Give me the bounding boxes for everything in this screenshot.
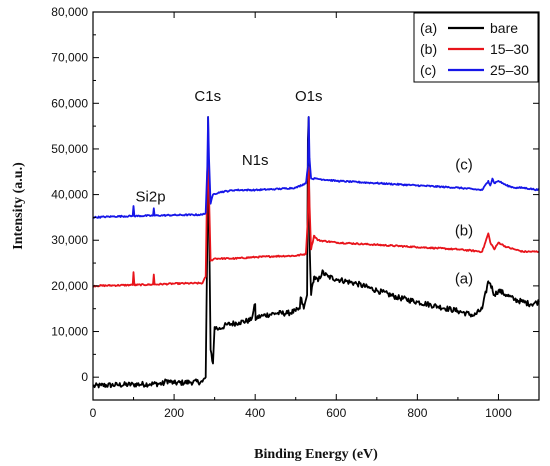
legend-label: bare bbox=[490, 20, 518, 36]
y-tick-label: 60,000 bbox=[51, 96, 88, 110]
legend-label: 25–30 bbox=[490, 62, 529, 78]
legend: (a) bare (b) 15–30 (c) 25–30 bbox=[413, 12, 539, 83]
annotation-layer: Si2p C1s N1s O1s (c) (b) (a) bbox=[136, 88, 474, 288]
tick-layer: 0 200 400 600 800 1000 0 10,000 20,000 30,000 40,0… bbox=[51, 5, 539, 420]
annotation-n1s: N1s bbox=[242, 152, 269, 169]
annotation-c: (c) bbox=[455, 156, 473, 173]
x-tick-label: 800 bbox=[407, 406, 427, 420]
legend-key: (a) bbox=[420, 20, 437, 36]
legend-key: (c) bbox=[420, 62, 436, 78]
x-tick-label: 600 bbox=[326, 406, 346, 420]
annotation-o1s: O1s bbox=[295, 88, 323, 105]
annotation-b: (b) bbox=[455, 223, 473, 240]
y-tick-label: 80,000 bbox=[51, 5, 88, 19]
y-axis-title: Intensity (a.u.) bbox=[11, 162, 26, 250]
legend-key: (b) bbox=[420, 41, 437, 57]
annotation-c1s: C1s bbox=[194, 88, 221, 105]
annotation-si2p: Si2p bbox=[136, 188, 166, 205]
series-layer bbox=[92, 116, 540, 389]
y-tick-label: 70,000 bbox=[51, 51, 88, 65]
series-line-c bbox=[92, 116, 540, 219]
y-tick-label: 0 bbox=[81, 370, 88, 384]
series-line-a bbox=[92, 116, 540, 389]
series-line-b bbox=[92, 159, 540, 288]
y-tick-label: 10,000 bbox=[51, 325, 88, 339]
annotation-a: (a) bbox=[455, 271, 473, 288]
x-tick-label: 200 bbox=[164, 406, 184, 420]
y-tick-label: 30,000 bbox=[51, 233, 88, 247]
x-tick-label: 1000 bbox=[485, 406, 512, 420]
legend-label: 15–30 bbox=[490, 41, 529, 57]
x-tick-label: 0 bbox=[90, 406, 97, 420]
x-axis-title: Binding Energy (eV) bbox=[254, 447, 378, 462]
y-tick-label: 40,000 bbox=[51, 188, 88, 202]
plot-frame bbox=[92, 11, 540, 401]
y-tick-label: 50,000 bbox=[51, 142, 88, 156]
x-tick-label: 400 bbox=[245, 406, 265, 420]
y-tick-label: 20,000 bbox=[51, 279, 88, 293]
